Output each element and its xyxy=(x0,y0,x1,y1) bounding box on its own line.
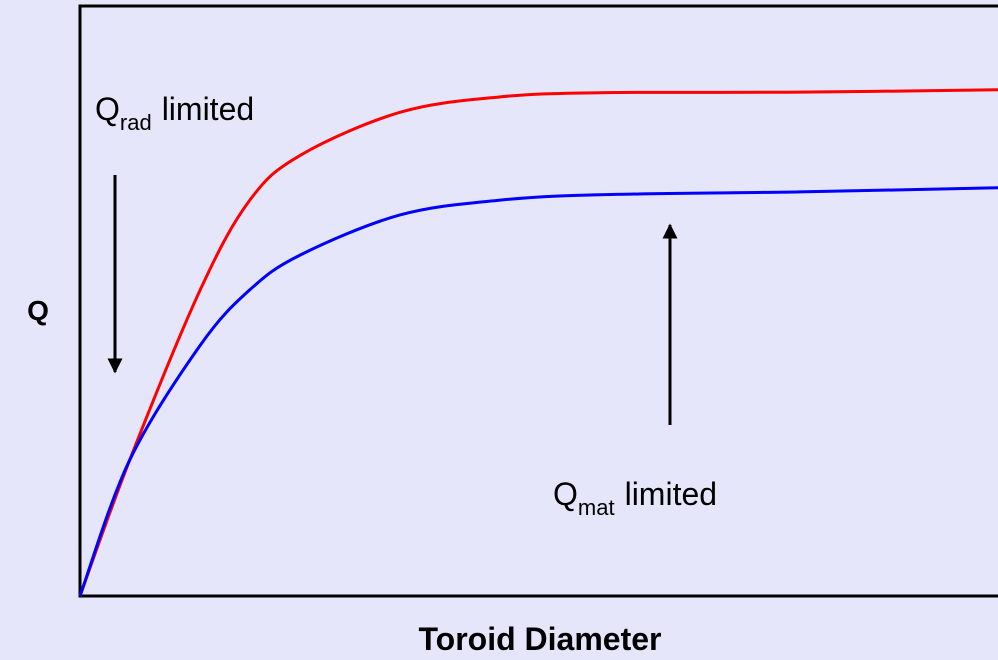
annotation: Qrad limited xyxy=(95,91,254,135)
plot-frame xyxy=(78,4,998,598)
annotation-main: Q xyxy=(95,91,120,127)
annotation-text: limited xyxy=(625,476,717,512)
y-axis-label: Q xyxy=(27,295,49,326)
annotation-sub: mat xyxy=(578,495,615,520)
line-series xyxy=(78,88,998,597)
annotation: Qmat limited xyxy=(553,476,717,520)
line-series xyxy=(78,186,998,597)
lines xyxy=(78,88,998,597)
annotation-text: limited xyxy=(162,91,254,127)
annotation-main: Q xyxy=(553,476,578,512)
x-axis-label: Toroid Diameter xyxy=(419,621,662,657)
annotation-sub: rad xyxy=(120,110,152,135)
